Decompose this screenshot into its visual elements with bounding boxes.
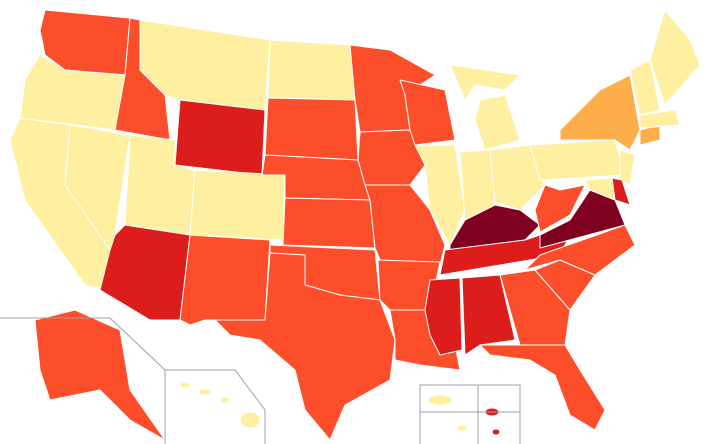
- state: [267, 39, 356, 101]
- territory: [427, 394, 453, 406]
- state: [534, 184, 586, 233]
- state: [479, 344, 606, 431]
- state: [619, 149, 636, 186]
- state: [474, 94, 521, 151]
- inset-border: [0, 317, 166, 444]
- state: [461, 274, 516, 356]
- state: [424, 277, 463, 356]
- state: [214, 252, 396, 441]
- state: [189, 169, 286, 241]
- state: [179, 234, 271, 326]
- territory: [456, 424, 468, 432]
- state: [198, 388, 212, 396]
- territory: [491, 428, 501, 436]
- inset-borders: [0, 317, 521, 444]
- state: [219, 396, 231, 404]
- state: [639, 109, 681, 129]
- state: [282, 197, 376, 249]
- states: [9, 9, 701, 441]
- state: [239, 411, 261, 429]
- state: [99, 224, 191, 321]
- state: [264, 97, 359, 161]
- state: [649, 9, 701, 106]
- state: [611, 177, 631, 206]
- state: [489, 144, 546, 211]
- inset-border: [419, 384, 521, 444]
- state: [629, 59, 661, 116]
- state: [449, 64, 521, 101]
- state: [559, 74, 641, 151]
- state: [499, 269, 571, 346]
- state: [34, 309, 166, 441]
- state: [364, 184, 446, 266]
- state: [174, 99, 266, 176]
- inset-border: [165, 369, 266, 444]
- state: [529, 139, 626, 181]
- state: [179, 381, 191, 389]
